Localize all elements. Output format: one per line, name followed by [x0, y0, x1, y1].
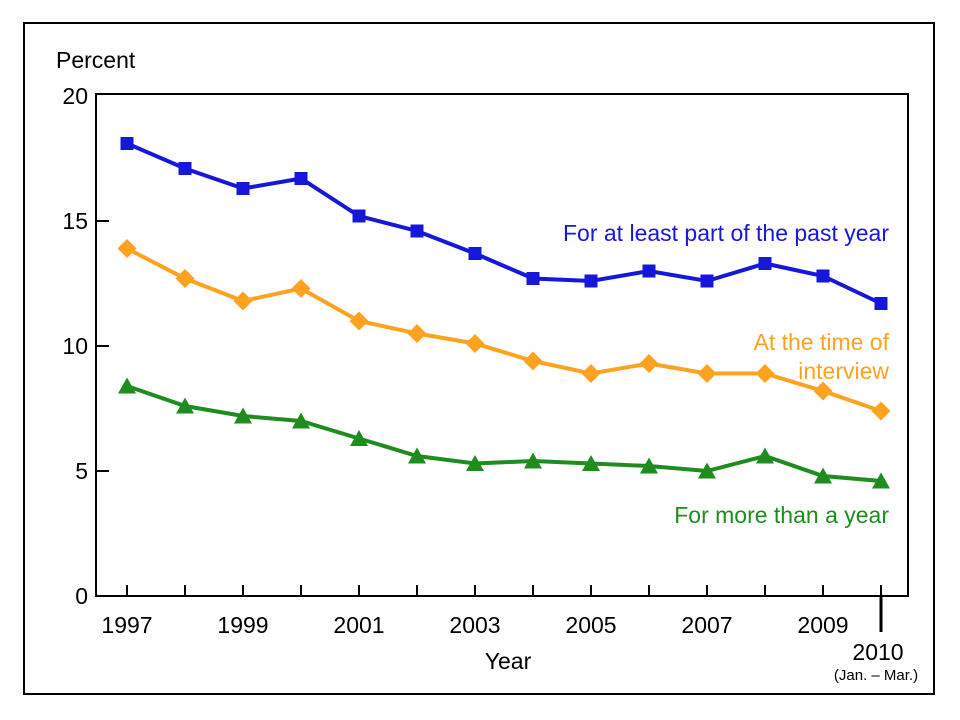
x-tick-label-1997: 1997: [101, 612, 153, 638]
at-the-time-of-interview-marker-2005: [581, 364, 601, 383]
at-the-time-of-interview-marker-1998: [175, 269, 195, 288]
for-more-than-a-year-marker-1997: [118, 377, 136, 394]
for-at-least-part-of-the-past-year-marker-2006: [642, 264, 656, 278]
for-more-than-a-year-marker-2006: [640, 457, 658, 474]
for-at-least-part-of-the-past-year-line: [126, 141, 882, 306]
x-tick-note-jan-mar: (Jan. – Mar.): [833, 667, 919, 684]
for-more-than-a-year-marker-2007: [698, 462, 716, 479]
for-at-least-part-of-the-past-year-marker-2005: [584, 274, 598, 288]
for-more-than-a-year-marker-1998: [176, 397, 194, 414]
at-the-time-of-interview-marker-2006: [639, 354, 659, 373]
for-at-least-part-of-the-past-year-marker-2008: [758, 257, 772, 270]
x-tick-label-2003: 2003: [449, 612, 501, 638]
for-at-least-part-of-the-past-year-marker-1999: [236, 182, 250, 195]
at-the-time-of-interview-marker-1997: [117, 239, 137, 258]
annotation-at-the-time-of-interview: At the time of interview: [753, 329, 889, 384]
x-tick-label-2009: 2009: [797, 612, 849, 638]
for-at-least-part-of-the-past-year-marker-2004: [526, 272, 540, 285]
for-more-than-a-year-marker-2008: [756, 447, 774, 464]
for-more-than-a-year-marker-2000: [292, 412, 310, 429]
x-tick-label-2007: 2007: [681, 612, 733, 638]
at-the-time-of-interview-marker-2007: [697, 364, 717, 383]
y-tick-label-0: 0: [75, 583, 88, 609]
for-more-than-a-year-marker-2002: [408, 447, 426, 464]
for-at-least-part-of-the-past-year-marker-1997: [120, 137, 134, 150]
at-the-time-of-interview-marker-1999: [233, 291, 253, 311]
for-more-than-a-year-marker-2010: [872, 472, 890, 489]
for-more-than-a-year-marker-2009: [814, 467, 832, 484]
at-the-time-of-interview-marker-2002: [407, 324, 427, 343]
at-the-time-of-interview-marker-2008: [755, 364, 775, 383]
for-more-than-a-year-marker-2001: [350, 430, 368, 446]
for-at-least-part-of-the-past-year-marker-2007: [700, 274, 714, 288]
for-more-than-a-year-marker-2005: [582, 455, 600, 471]
y-tick-label-15: 15: [62, 208, 88, 234]
for-at-least-part-of-the-past-year-marker-2001: [352, 209, 366, 223]
annotation-for-more-than-a-year: For more than a year: [674, 502, 889, 528]
at-the-time-of-interview-marker-2001: [349, 311, 369, 331]
x-tick-label-1999: 1999: [217, 612, 269, 638]
y-tick-label-5: 5: [75, 458, 88, 484]
at-the-time-of-interview-marker-2010: [871, 401, 891, 421]
for-more-than-a-year-marker-2004: [524, 452, 542, 469]
y-tick-label-10: 10: [62, 333, 88, 359]
at-the-time-of-interview-marker-2004: [523, 351, 543, 371]
for-at-least-part-of-the-past-year-marker-2010: [874, 297, 888, 310]
for-at-least-part-of-the-past-year-marker-2002: [410, 224, 424, 238]
x-tick-label-2005: 2005: [565, 612, 617, 638]
at-the-time-of-interview-marker-2000: [291, 279, 311, 298]
y-tick-label-20: 20: [62, 83, 88, 109]
x-tick-label-2001: 2001: [333, 612, 385, 638]
at-the-time-of-interview-line: [126, 246, 882, 413]
y-axis-title: Percent: [56, 47, 136, 73]
for-more-than-a-year-marker-2003: [466, 455, 484, 471]
for-at-least-part-of-the-past-year-marker-2009: [816, 269, 830, 283]
annotation-for-at-least-part-of-the-past-year: For at least part of the past year: [563, 220, 889, 246]
x-axis-title: Year: [484, 648, 532, 674]
plot-frame: [95, 93, 909, 597]
for-at-least-part-of-the-past-year-marker-2003: [468, 247, 482, 260]
for-more-than-a-year-line: [126, 384, 882, 483]
at-the-time-of-interview-marker-2003: [465, 334, 485, 353]
x-tick-label-2010: 2010: [852, 639, 904, 665]
at-the-time-of-interview-marker-2009: [813, 381, 833, 401]
for-at-least-part-of-the-past-year-marker-1998: [178, 162, 192, 175]
figure-border: [23, 22, 935, 695]
for-at-least-part-of-the-past-year-marker-2000: [294, 172, 308, 185]
for-more-than-a-year-marker-1999: [234, 407, 252, 424]
